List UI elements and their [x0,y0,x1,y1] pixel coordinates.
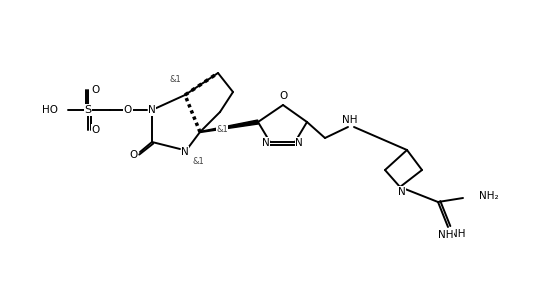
Text: N: N [148,105,156,115]
Polygon shape [200,120,258,132]
Text: O: O [92,85,100,95]
Text: O: O [92,125,100,135]
Text: S: S [85,105,92,115]
Text: N: N [398,187,406,197]
Text: HO: HO [42,105,58,115]
Text: O: O [129,150,137,160]
Text: NH: NH [450,229,465,239]
Text: NH: NH [342,115,358,125]
Text: &1: &1 [192,157,204,167]
Text: N: N [181,147,189,157]
Text: N: N [295,138,303,148]
Text: &1: &1 [216,125,228,135]
Text: NH: NH [438,230,454,240]
Text: O: O [279,91,287,101]
Text: &1: &1 [169,74,181,84]
Text: O: O [124,105,132,115]
Text: NH₂: NH₂ [479,191,498,201]
Text: N: N [262,138,270,148]
